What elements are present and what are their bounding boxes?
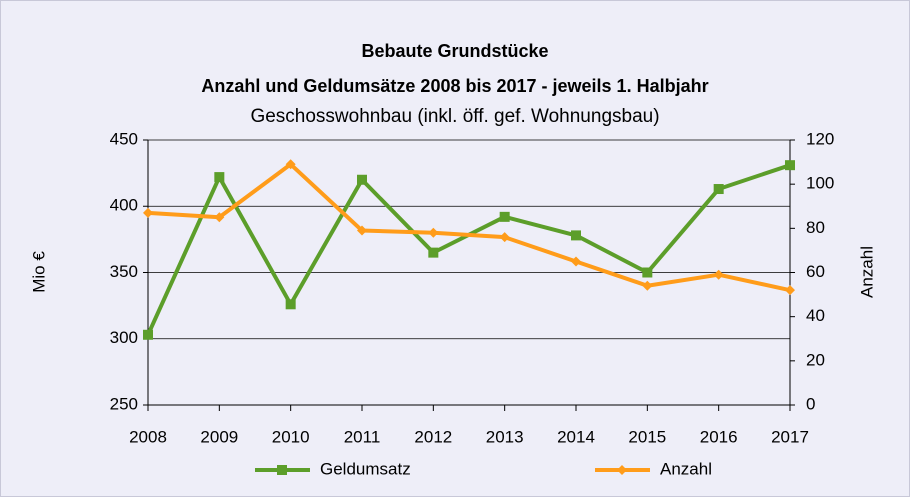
chart-subtitle: Geschosswohnbau (inkl. öff. gef. Wohnung…: [250, 106, 659, 127]
data-point: [642, 267, 653, 278]
data-point: [713, 184, 724, 195]
x-tick-label: 2017: [771, 427, 809, 446]
data-point: [428, 227, 439, 238]
data-point: [428, 247, 439, 258]
data-point: [785, 160, 795, 171]
x-tick-label: 2013: [486, 427, 524, 446]
data-point: [214, 212, 225, 223]
y2-axis-label: Anzahl: [857, 246, 876, 298]
data-point: [571, 230, 581, 241]
y2-tick-label: 20: [806, 350, 825, 369]
y2-tick-label: 40: [806, 306, 825, 325]
data-point: [214, 172, 225, 183]
y-tick-label: 250: [110, 394, 138, 413]
y2-tick-label: 80: [806, 218, 825, 237]
y-axis-label: Mio €: [29, 251, 48, 293]
data-point: [143, 207, 153, 218]
y-tick-label: 450: [110, 129, 138, 148]
y2-tick-label: 0: [806, 394, 815, 413]
x-tick-label: 2009: [200, 427, 238, 446]
data-point: [571, 256, 581, 267]
data-point: [357, 225, 367, 236]
x-tick-label: 2014: [557, 427, 595, 446]
x-tick-label: 2016: [700, 427, 738, 446]
x-tick-label: 2015: [628, 427, 666, 446]
x-tick-label: 2010: [272, 427, 310, 446]
chart-title: Bebaute Grundstücke: [361, 41, 548, 61]
x-tick-label: 2012: [414, 427, 452, 446]
series-line: [147, 162, 791, 293]
y-tick-label: 300: [110, 328, 138, 347]
data-point: [357, 174, 367, 185]
data-point: [785, 285, 795, 296]
y-tick-label: 400: [110, 196, 138, 215]
y-tick-label: 350: [110, 262, 138, 281]
data-point: [499, 211, 510, 222]
chart-subtitle: Anzahl und Geldumsätze 2008 bis 2017 - j…: [201, 76, 708, 96]
legend-label: Anzahl: [660, 459, 712, 478]
y2-tick-label: 100: [806, 174, 834, 193]
data-point: [143, 329, 153, 340]
legend-label: Geldumsatz: [320, 459, 411, 478]
x-tick-label: 2011: [344, 427, 381, 446]
y2-tick-label: 60: [806, 262, 825, 281]
data-point: [285, 299, 296, 310]
legend-marker: [617, 465, 627, 475]
data-point: [499, 232, 510, 243]
y2-tick-label: 120: [806, 129, 834, 148]
data-point: [285, 159, 296, 170]
x-tick-label: 2008: [129, 427, 167, 446]
data-point: [642, 280, 653, 291]
legend-marker: [277, 465, 287, 475]
data-point: [713, 269, 724, 280]
